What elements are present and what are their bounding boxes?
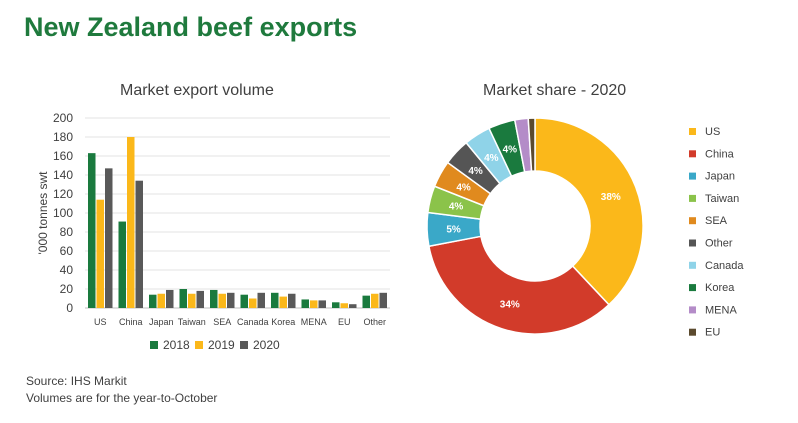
legend-label-taiwan: Taiwan	[705, 193, 739, 205]
legend-swatch-canada	[689, 261, 696, 269]
y-tick-label: 0	[66, 301, 73, 315]
bar-2019-sea	[218, 293, 226, 308]
bar-2019-korea	[279, 296, 287, 308]
y-tick-label: 60	[60, 244, 74, 258]
bar-2018-mena	[301, 299, 309, 308]
x-tick-label: Japan	[149, 317, 174, 327]
legend-swatch-2020	[240, 341, 248, 349]
bar-2020-china	[135, 180, 143, 308]
bar-2019-us	[96, 199, 104, 308]
slice-label-other: 4%	[468, 166, 483, 177]
x-tick-label: MENA	[301, 317, 327, 327]
y-tick-label: 40	[60, 263, 74, 277]
x-tick-label: China	[119, 317, 143, 327]
bar-2020-canada	[257, 292, 265, 308]
slice-label-taiwan: 4%	[449, 202, 464, 213]
bar-2020-taiwan	[196, 290, 204, 308]
x-tick-label: EU	[338, 317, 351, 327]
bar-2018-eu	[332, 302, 340, 308]
legend-label-2019: 2019	[208, 338, 235, 352]
legend-label-other: Other	[705, 238, 733, 250]
bar-2019-mena	[310, 300, 318, 308]
slice-us	[534, 117, 644, 306]
pie-chart-title: Market share - 2020	[483, 82, 627, 99]
legend-label-korea: Korea	[705, 282, 735, 294]
legend-swatch-sea	[689, 217, 696, 225]
legend-swatch-taiwan	[689, 194, 696, 202]
legend-swatch-eu	[689, 328, 696, 336]
bar-2020-mena	[318, 300, 326, 308]
y-tick-label: 180	[53, 130, 73, 144]
slice-label-us: 38%	[601, 192, 621, 203]
legend-swatch-2019	[195, 341, 203, 349]
bar-2020-korea	[288, 293, 296, 308]
legend-label-canada: Canada	[705, 260, 744, 272]
bar-2018-us	[88, 153, 96, 308]
y-tick-label: 120	[53, 187, 73, 201]
x-tick-label: Canada	[237, 317, 269, 327]
y-tick-label: 140	[53, 168, 73, 182]
slice-label-korea: 4%	[503, 144, 518, 155]
page-title: New Zealand beef exports	[24, 12, 358, 42]
legend-swatch-2018	[150, 341, 158, 349]
legend-swatch-china	[689, 150, 696, 158]
legend-label-2020: 2020	[253, 338, 280, 352]
y-tick-label: 80	[60, 225, 74, 239]
legend-label-sea: SEA	[705, 215, 728, 227]
y-tick-label: 200	[53, 111, 73, 125]
bar-2020-other	[379, 292, 387, 308]
legend-label-2018: 2018	[163, 338, 190, 352]
bar-2019-taiwan	[188, 293, 196, 308]
bar-2019-china	[127, 137, 135, 308]
slice-label-japan: 5%	[446, 225, 461, 236]
bar-2019-eu	[340, 303, 348, 308]
bar-2018-sea	[210, 289, 218, 308]
bar-2020-us	[105, 168, 113, 308]
bar-2018-japan	[149, 294, 157, 308]
bar-2018-china	[118, 221, 126, 308]
legend-swatch-korea	[689, 284, 696, 292]
bar-2020-sea	[227, 292, 235, 308]
bar-2018-taiwan	[179, 289, 187, 308]
bar-chart-title: Market export volume	[120, 82, 274, 99]
slice-label-canada: 4%	[484, 153, 499, 164]
slice-label-sea: 4%	[456, 183, 471, 194]
legend-swatch-japan	[689, 172, 696, 180]
slice-eu	[527, 117, 536, 172]
legend-label-japan: Japan	[705, 171, 735, 183]
y-tick-label: 160	[53, 149, 73, 163]
bar-2018-korea	[271, 292, 279, 308]
bar-2020-eu	[349, 304, 357, 308]
x-tick-label: US	[94, 317, 107, 327]
y-tick-label: 100	[53, 206, 73, 220]
x-tick-label: SEA	[213, 317, 231, 327]
bar-2018-other	[362, 295, 370, 308]
slice-china	[428, 235, 610, 335]
legend-label-us: US	[705, 126, 720, 138]
bar-2018-canada	[240, 294, 248, 308]
bar-2019-japan	[157, 293, 165, 308]
y-axis-label: '000 tonnes swt	[36, 171, 50, 255]
y-tick-label: 20	[60, 282, 74, 296]
legend-label-mena: MENA	[705, 304, 737, 316]
bar-2019-other	[371, 293, 379, 308]
x-tick-label: Other	[363, 317, 386, 327]
bar-2020-japan	[166, 289, 174, 308]
bar-2019-canada	[249, 298, 257, 308]
legend-label-eu: EU	[705, 327, 720, 339]
x-tick-label: Taiwan	[178, 317, 206, 327]
x-tick-label: Korea	[271, 317, 295, 327]
volume-note: Volumes are for the year-to-October	[26, 391, 218, 405]
legend-swatch-us	[689, 128, 696, 135]
legend-swatch-other	[689, 239, 696, 247]
legend-label-china: China	[705, 148, 735, 160]
slice-label-china: 34%	[500, 300, 520, 311]
legend-swatch-mena	[689, 306, 696, 314]
source-note: Source: IHS Markit	[26, 374, 127, 388]
